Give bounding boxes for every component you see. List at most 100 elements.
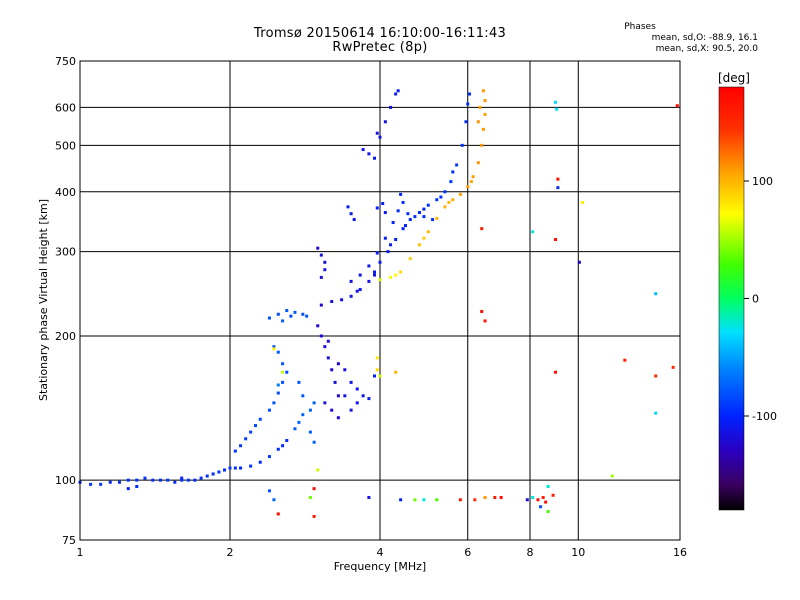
data-point xyxy=(466,185,470,189)
colorbar-tick-label: -100 xyxy=(752,410,777,423)
grid-lines xyxy=(80,61,680,540)
data-point xyxy=(451,170,455,174)
data-point xyxy=(525,498,529,502)
data-point xyxy=(323,260,327,264)
data-point xyxy=(330,408,334,412)
data-point xyxy=(330,300,334,304)
data-point xyxy=(281,444,285,448)
data-point xyxy=(186,478,190,482)
data-point xyxy=(143,476,147,480)
data-point xyxy=(233,466,237,470)
data-point xyxy=(326,339,330,343)
x-tick-label: 6 xyxy=(464,546,471,559)
data-point xyxy=(531,495,535,499)
data-point xyxy=(135,484,139,488)
data-point xyxy=(394,273,398,277)
data-point xyxy=(319,253,323,257)
scatter-points xyxy=(78,89,679,518)
data-point xyxy=(553,370,557,374)
data-point xyxy=(481,127,485,131)
data-point xyxy=(343,394,347,398)
data-point xyxy=(281,319,285,323)
data-point xyxy=(654,292,658,296)
data-point xyxy=(389,105,393,109)
data-point xyxy=(546,484,550,488)
data-point xyxy=(483,495,487,499)
data-point xyxy=(361,148,365,152)
data-point xyxy=(391,221,395,225)
data-point xyxy=(99,482,103,486)
data-point xyxy=(355,387,359,391)
data-point xyxy=(233,449,237,453)
data-point xyxy=(553,100,557,104)
data-point xyxy=(383,236,387,240)
data-point xyxy=(352,218,356,222)
data-point xyxy=(272,347,276,351)
data-point xyxy=(471,175,475,179)
data-point xyxy=(367,397,371,401)
data-point xyxy=(281,362,285,366)
data-point xyxy=(249,430,253,434)
data-point xyxy=(319,334,323,338)
data-point xyxy=(258,417,262,421)
y-tick-label: 100 xyxy=(55,474,76,487)
data-point xyxy=(386,250,390,254)
data-point xyxy=(358,288,362,292)
data-point xyxy=(180,478,184,482)
data-point xyxy=(422,207,426,211)
data-point xyxy=(293,427,297,431)
x-tick-label: 4 xyxy=(377,546,384,559)
data-point xyxy=(319,275,323,279)
data-point xyxy=(135,478,139,482)
data-point xyxy=(305,314,309,318)
data-point xyxy=(312,440,316,444)
x-tick-label: 10 xyxy=(571,546,585,559)
data-point xyxy=(531,230,535,234)
data-point xyxy=(478,105,482,109)
data-point xyxy=(308,430,312,434)
x-tick-label: 16 xyxy=(673,546,687,559)
data-point xyxy=(435,216,439,220)
data-point xyxy=(349,212,353,216)
data-point xyxy=(367,279,371,283)
data-point xyxy=(323,401,327,405)
colorbar-tick-label: 0 xyxy=(752,293,759,306)
data-point xyxy=(316,324,320,328)
data-point xyxy=(193,478,197,482)
data-point xyxy=(316,468,320,472)
data-point xyxy=(458,498,462,502)
data-point xyxy=(301,413,305,417)
y-axis-label: Stationary phase Virtual Height [km] xyxy=(37,199,50,401)
data-point xyxy=(272,345,276,349)
data-point xyxy=(373,374,377,378)
data-point xyxy=(422,236,426,240)
data-point xyxy=(272,401,276,405)
data-point xyxy=(499,495,503,499)
data-point xyxy=(536,498,540,502)
y-tick-label: 75 xyxy=(62,534,76,547)
data-point xyxy=(469,180,473,184)
data-point xyxy=(394,370,398,374)
data-point xyxy=(126,487,130,491)
data-point xyxy=(312,514,316,518)
data-point xyxy=(276,512,280,516)
data-point xyxy=(378,135,382,139)
data-point xyxy=(408,257,412,261)
data-point xyxy=(323,345,327,349)
data-point xyxy=(447,200,451,204)
phase-stats-x-mode: mean, sd,X: 90.5, 20.0 xyxy=(655,44,758,54)
plot-frame xyxy=(79,60,681,541)
data-point xyxy=(422,215,426,219)
data-point xyxy=(577,260,581,264)
data-point xyxy=(285,439,289,443)
data-point xyxy=(375,368,379,372)
data-point xyxy=(126,478,130,482)
data-point xyxy=(555,107,559,111)
data-point xyxy=(435,498,439,502)
data-point xyxy=(336,362,340,366)
data-point xyxy=(439,195,443,199)
data-point xyxy=(383,211,387,215)
data-point xyxy=(675,104,679,108)
y-tick-label: 300 xyxy=(55,246,76,259)
data-point xyxy=(173,480,177,484)
